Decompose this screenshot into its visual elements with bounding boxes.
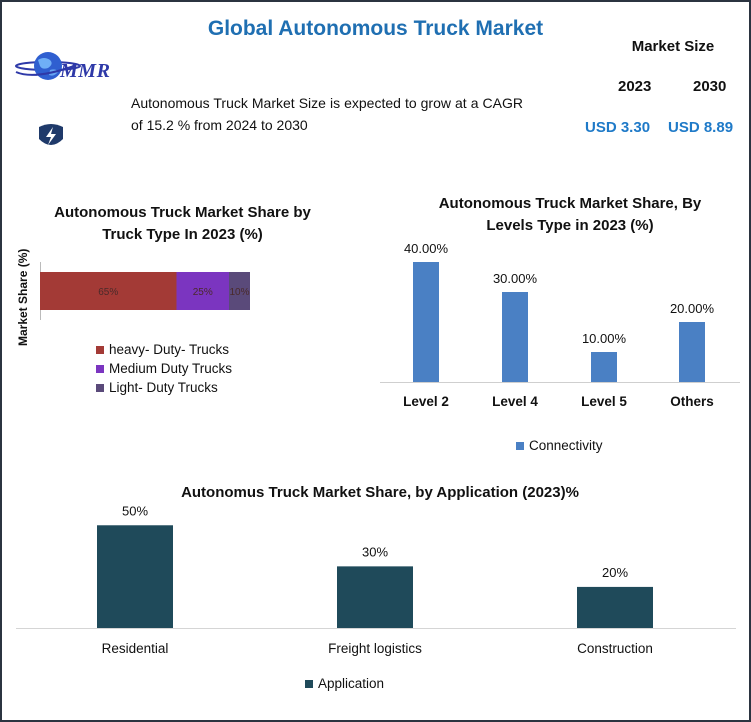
truck-type-legend: heavy- Duty- Trucks Medium Duty Trucks Lig… (96, 342, 232, 399)
legend-swatch (96, 345, 104, 354)
bar-segment-label: 25% (193, 287, 213, 298)
legend-swatch (96, 364, 104, 373)
levels-chart-title: Autonomous Truck Market Share, By Levels… (438, 195, 702, 234)
application-chart: 50% Residential 30% Freight logistics 20% Con… (16, 503, 736, 656)
tick-label: Level 2 (403, 394, 449, 409)
bar-segment (176, 272, 229, 310)
logo-text: MMR (60, 60, 111, 82)
truck-type-chart: 65% 25% 10% (40, 262, 250, 320)
legend-swatch (96, 383, 104, 392)
data-label: 30.00% (493, 271, 538, 286)
data-label: 20.00% (670, 301, 715, 316)
market-size-label: Market Size (631, 38, 715, 55)
year-end: 2030 (693, 78, 727, 95)
bar (679, 322, 705, 382)
value-start: USD 3.30 (585, 119, 651, 136)
legend-item: Connectivity (516, 438, 603, 453)
legend-swatch (305, 679, 313, 688)
tick-label: Construction (577, 641, 653, 656)
legend-label: Light- Duty Trucks (109, 380, 218, 395)
truck-type-y-axis-label: Market Share (%) (16, 248, 30, 346)
legend-item: heavy- Duty- Trucks (96, 342, 232, 357)
data-label: 50% (122, 503, 148, 518)
data-label: 40.00% (404, 241, 449, 256)
data-label: 30% (362, 544, 388, 559)
legend-item: Application (305, 676, 384, 691)
bar-segment-label: 65% (98, 287, 118, 298)
lightning-icon (39, 124, 63, 145)
bar-segment (40, 272, 177, 310)
tick-label: Freight logistics (328, 641, 422, 656)
bar (577, 586, 653, 628)
bar-segment (229, 272, 250, 310)
mmr-logo (15, 52, 81, 80)
globe-icon (15, 52, 81, 80)
bar (413, 262, 439, 382)
legend-item: Medium Duty Trucks (96, 361, 232, 376)
tick-label: Level 4 (492, 394, 538, 409)
bar (502, 292, 528, 382)
application-chart-title: Autonomus Truck Market Share, by Applica… (181, 484, 579, 501)
legend-label: Medium Duty Trucks (109, 361, 233, 376)
tick-label: Level 5 (581, 394, 627, 409)
application-legend: Application (305, 676, 384, 691)
data-label: 10.00% (582, 331, 627, 346)
bar (591, 352, 617, 382)
value-end: USD 8.89 (668, 119, 734, 136)
bar (97, 525, 173, 628)
page-title: Global Autonomous Truck Market (207, 17, 544, 40)
levels-chart: 40.00% Level 2 30.00% Level 4 10.00% Level 5 2… (380, 241, 740, 409)
bar (337, 566, 413, 628)
market-description: Autonomous Truck Market Size is expected… (131, 95, 523, 133)
legend-label: Application (318, 676, 385, 691)
year-start: 2023 (618, 78, 652, 95)
levels-legend: Connectivity (516, 438, 603, 453)
data-label: 20% (602, 565, 628, 580)
tick-label: Residential (102, 641, 169, 656)
bar-segment-label: 10% (229, 287, 249, 298)
truck-type-chart-title: Autonomous Truck Market Share by Truck T… (54, 204, 311, 243)
legend-label: Connectivity (529, 438, 603, 453)
tick-label: Others (670, 394, 714, 409)
legend-label: heavy- Duty- Trucks (109, 342, 230, 357)
legend-item: Light- Duty Trucks (96, 380, 232, 395)
legend-swatch (516, 441, 524, 450)
